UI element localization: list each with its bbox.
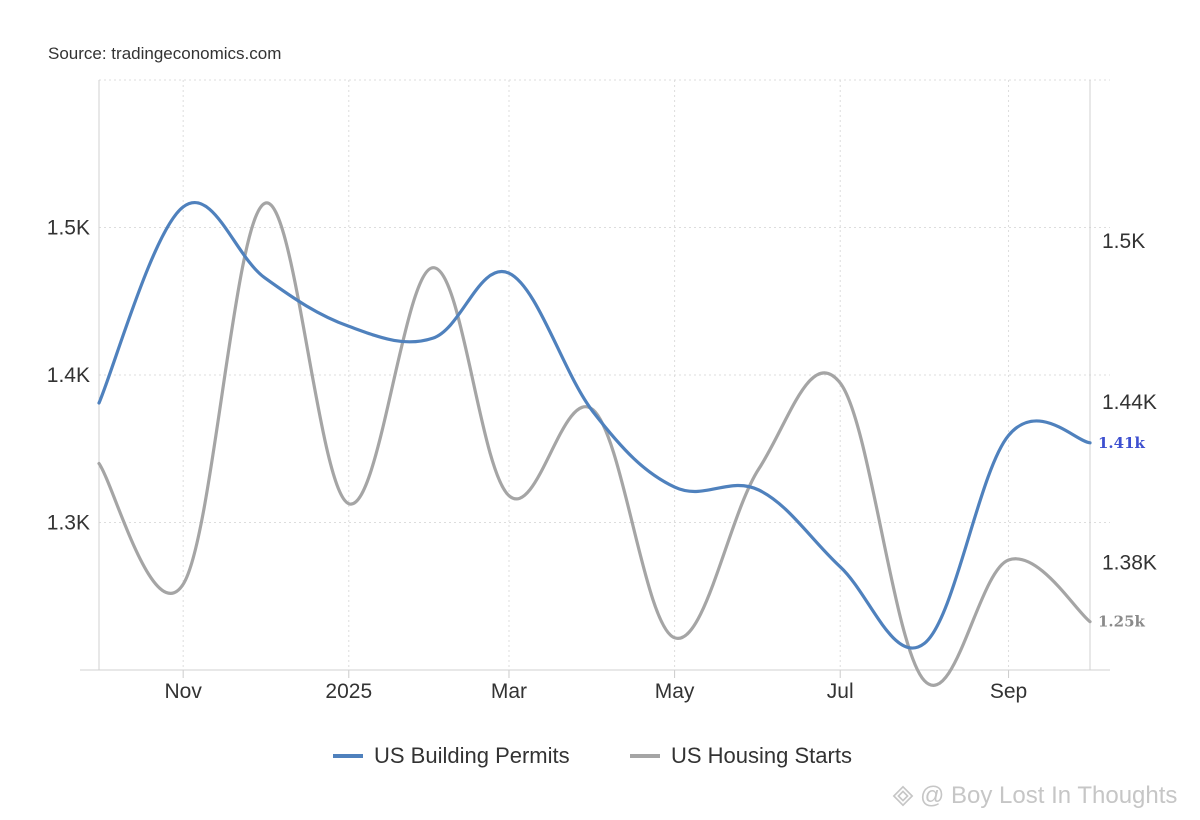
chart-series — [97, 201, 1092, 687]
y-tick-left: 1.5K — [47, 217, 90, 240]
x-tick-label: Jul — [827, 680, 854, 703]
watermark: @ Boy Lost In Thoughts — [892, 782, 1177, 810]
x-tick-label: Mar — [491, 680, 527, 703]
x-tick-label: May — [655, 680, 695, 703]
source-label: Source: tradingeconomics.com — [48, 44, 282, 63]
x-tick-label: Sep — [990, 680, 1027, 703]
x-tick-label: Nov — [164, 680, 202, 703]
legend-item[interactable]: US Housing Starts — [630, 743, 852, 768]
watermark-text: @ Boy Lost In Thoughts — [920, 782, 1178, 809]
y-tick-right: 1.44K — [1102, 391, 1157, 414]
chart-labels: 1.3K 1.4K 1.5K 1.38K 1.44K 1.5K Nov 2025 Mar May J… — [47, 217, 1157, 704]
last-value-label: 1.41k — [1098, 434, 1146, 452]
y-tick-right: 1.38K — [1102, 552, 1157, 575]
y-tick-left: 1.3K — [47, 512, 90, 535]
y-tick-right: 1.5K — [1102, 230, 1145, 253]
legend-item[interactable]: US Building Permits — [333, 743, 570, 768]
series-line-us-housing-starts — [97, 201, 1092, 687]
last-value-label: 1.25k — [1098, 613, 1146, 631]
x-tick-label: 2025 — [325, 680, 372, 703]
legend-label: US Housing Starts — [671, 743, 852, 768]
chart-axes — [80, 80, 1110, 678]
chart-grid — [99, 79, 1110, 670]
chart-legend: US Building Permits US Housing Starts — [333, 743, 852, 768]
series-line-us-building-permits — [97, 201, 1092, 650]
binance-diamond-icon — [892, 785, 914, 807]
legend-label: US Building Permits — [374, 743, 570, 768]
y-tick-left: 1.4K — [47, 364, 90, 387]
